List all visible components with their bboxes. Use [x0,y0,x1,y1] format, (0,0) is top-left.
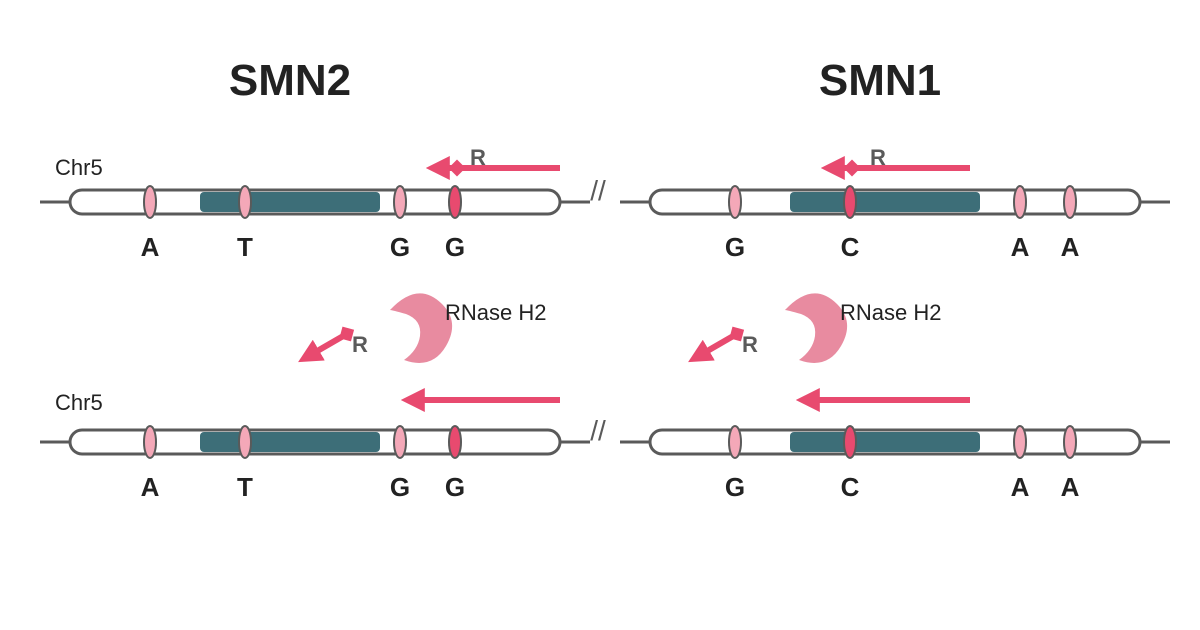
nucleotide-label: C [841,472,860,502]
chromosome-break: // [590,175,606,206]
nucleotide-label: A [1011,472,1030,502]
nucleotide-marker [1014,186,1026,218]
nucleotide-marker [239,186,251,218]
chr-label: Chr5 [55,155,103,180]
nucleotide-marker [449,186,461,218]
primer-r-label: R [870,145,886,170]
rnase-h2-icon [390,293,452,363]
gene-diagram: SMN2 SMN1 Chr5 Chr5 // // A T G G R G C A A R A T G G R RNase… [0,0,1200,630]
nucleotide-marker [844,426,856,458]
primer-anchor-icon [844,160,861,177]
exon-block [200,192,380,212]
nucleotide-marker [239,426,251,458]
nucleotide-marker [1064,186,1076,218]
nucleotide-label: A [141,232,160,262]
rnase-h2-icon [785,293,847,363]
exon-block [790,192,980,212]
title-smn2: SMN2 [229,56,351,105]
primer-r-label: R [352,332,368,357]
rnase-h2-label: RNase H2 [840,300,941,325]
nucleotide-marker [449,426,461,458]
nucleotide-label: G [445,472,465,502]
nucleotide-marker [394,186,406,218]
nucleotide-label: G [390,472,410,502]
nucleotide-label: T [237,472,253,502]
gene-smn2-top [40,160,590,218]
rnase-h2-label: RNase H2 [445,300,546,325]
primer-r-label: R [742,332,758,357]
nucleotide-label: T [237,232,253,262]
nucleotide-label: A [1011,232,1030,262]
nucleotide-marker [144,186,156,218]
nucleotide-label: G [725,472,745,502]
chromosome-break: // [590,415,606,446]
title-smn1: SMN1 [819,56,941,105]
nucleotide-marker [729,186,741,218]
nucleotide-label: G [445,232,465,262]
exon-block [790,432,980,452]
nucleotide-marker [844,186,856,218]
nucleotide-marker [394,426,406,458]
nucleotide-label: G [390,232,410,262]
primer-r-label: R [470,145,486,170]
primer-anchor-icon [449,160,466,177]
nucleotide-label: G [725,232,745,262]
exon-block [200,432,380,452]
chr-label: Chr5 [55,390,103,415]
nucleotide-marker [1014,426,1026,458]
nucleotide-marker [144,426,156,458]
nucleotide-label: C [841,232,860,262]
nucleotide-marker [729,426,741,458]
gene-smn1-top [620,160,1170,218]
nucleotide-label: A [141,472,160,502]
nucleotide-label: A [1061,232,1080,262]
nucleotide-label: A [1061,472,1080,502]
nucleotide-marker [1064,426,1076,458]
